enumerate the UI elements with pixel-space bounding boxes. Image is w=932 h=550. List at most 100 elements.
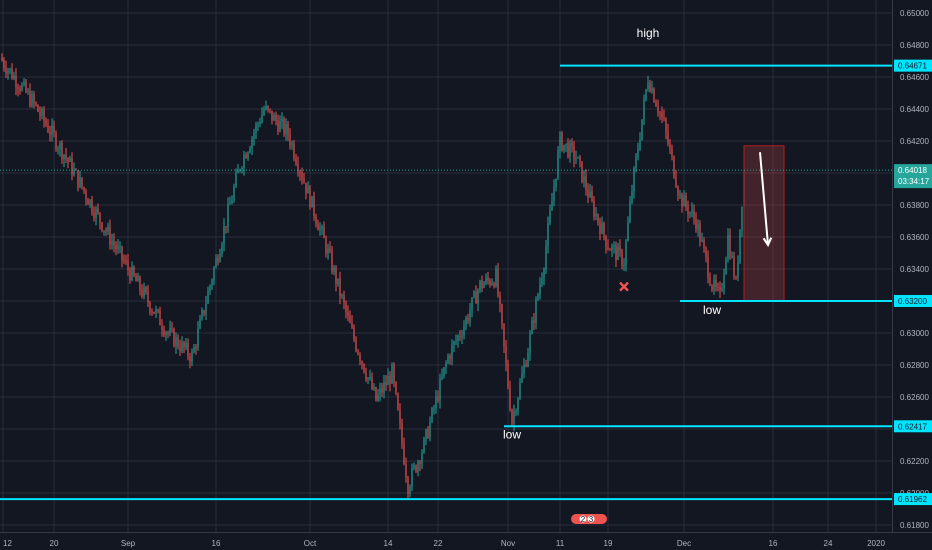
candle-body — [483, 283, 485, 288]
candle-body — [251, 138, 253, 149]
down-arrow-head — [762, 237, 773, 248]
candle-body — [709, 277, 711, 286]
candle-body — [219, 253, 221, 262]
y-tick-label: 0.64800 — [900, 41, 929, 50]
candle-body — [705, 247, 707, 257]
candle-body — [209, 285, 211, 291]
candle-body — [461, 336, 463, 338]
candle-body — [53, 125, 55, 133]
candle-body — [407, 477, 409, 494]
y-tick-label: 0.61800 — [900, 521, 929, 530]
candle-body — [131, 266, 133, 281]
candle-body — [561, 132, 563, 151]
down-arrow-line[interactable] — [759, 152, 769, 246]
candle-body — [403, 443, 405, 465]
event-badge-count: 2 — [581, 515, 586, 524]
candle-body — [161, 325, 163, 330]
candle-body — [319, 227, 321, 231]
candle-body — [43, 109, 45, 121]
annotation-label[interactable]: high — [637, 26, 660, 40]
candle-body — [493, 283, 495, 287]
candle-body — [375, 387, 377, 401]
candle-body — [321, 227, 323, 229]
candle-body — [453, 341, 455, 346]
x-tick-label: 11 — [556, 539, 565, 548]
candle-body — [167, 332, 169, 334]
candle-body — [489, 280, 491, 285]
candle-body — [255, 124, 257, 134]
candle-body — [547, 223, 549, 247]
candle-body — [741, 206, 743, 230]
candle-body — [21, 84, 23, 91]
candle-body — [333, 267, 335, 273]
candle-body — [719, 287, 721, 291]
candle-body — [233, 186, 235, 201]
grid — [0, 0, 892, 532]
candle-body — [45, 120, 47, 125]
candle-body — [539, 284, 541, 295]
candle-body — [449, 355, 451, 360]
candle-body — [425, 429, 427, 439]
candle-body — [361, 361, 363, 364]
candle-body — [535, 299, 537, 323]
candle-body — [265, 106, 267, 110]
candle-body — [137, 276, 139, 282]
candle-body — [363, 363, 365, 373]
candle-body — [17, 87, 19, 89]
level-price-tag — [894, 493, 932, 506]
candle-body — [171, 328, 173, 330]
candle-body — [585, 176, 587, 190]
annotation-label[interactable]: low — [703, 303, 721, 317]
candle-body — [669, 143, 671, 149]
candle-body — [205, 303, 207, 314]
candle-body — [597, 214, 599, 223]
candle-body — [423, 438, 425, 453]
y-tick-label: 0.62200 — [900, 457, 929, 466]
projection-box[interactable] — [743, 145, 785, 302]
candle-body — [159, 309, 161, 326]
candle-body — [575, 158, 577, 160]
candle-body — [529, 333, 531, 354]
candle-body — [277, 121, 279, 132]
candle-body — [199, 318, 201, 329]
candle-body — [79, 177, 81, 188]
candle-body — [305, 182, 307, 194]
candle-body — [181, 341, 183, 351]
candle-body — [285, 123, 287, 134]
candle-body — [433, 408, 435, 410]
candle-body — [261, 114, 263, 123]
candle-body — [293, 143, 295, 159]
candle-body — [217, 258, 219, 262]
candle-body — [649, 82, 651, 92]
candle-body — [587, 189, 589, 198]
candle-body — [147, 291, 149, 303]
candle-body — [229, 203, 231, 205]
candle-body — [477, 290, 479, 304]
candle-body — [505, 345, 507, 364]
event-badge[interactable] — [586, 514, 596, 524]
annotation-label[interactable]: low — [503, 428, 521, 442]
candle-body — [601, 222, 603, 234]
candle-body — [29, 90, 31, 106]
candle-body — [193, 347, 195, 353]
candle-body — [179, 346, 181, 351]
candle-body — [39, 111, 41, 116]
candle-body — [115, 245, 117, 250]
time-axis[interactable]: 12 20 Sep 16 Oct 14 22 Nov 11 19 Dec 16 24 2020 — [3, 539, 885, 548]
candle-body — [337, 278, 339, 285]
candle-body — [9, 68, 11, 71]
candle-body — [589, 191, 591, 198]
candle-body — [549, 210, 551, 224]
candle-body — [347, 311, 349, 316]
candle-body — [1, 57, 3, 61]
candle-body — [411, 467, 413, 487]
candle-body — [93, 212, 95, 218]
candle-body — [129, 269, 131, 281]
candle-body — [297, 164, 299, 172]
candle-body — [721, 288, 723, 291]
candle-body — [231, 200, 233, 204]
level-price-tag — [894, 59, 932, 72]
candle-body — [439, 378, 441, 401]
candle-body — [303, 179, 305, 183]
